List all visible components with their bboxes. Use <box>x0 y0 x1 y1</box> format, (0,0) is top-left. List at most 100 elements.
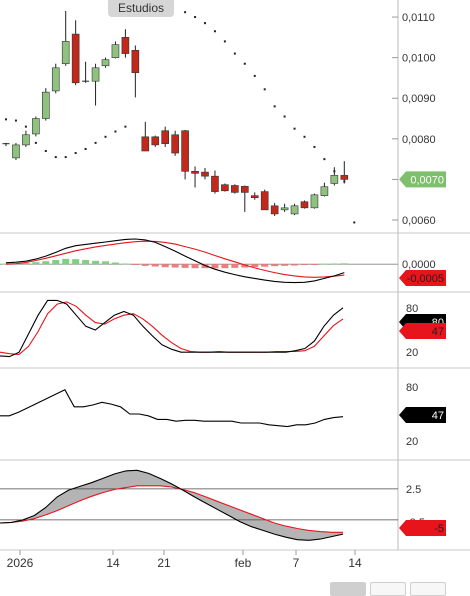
candle-body <box>250 195 259 198</box>
histogram-bar <box>191 264 199 269</box>
histogram-bar <box>62 258 70 265</box>
histogram-bar <box>102 261 109 265</box>
x-tick-label: 14 <box>106 556 120 570</box>
x-tick-label: feb <box>235 556 252 570</box>
candle-body <box>231 185 239 193</box>
histogram-bar <box>42 261 50 265</box>
area-badge: -5 <box>399 520 446 536</box>
histogram-bar <box>211 264 219 269</box>
candle-body <box>121 37 130 54</box>
candle-body <box>12 144 20 159</box>
candle-body <box>280 207 289 211</box>
candle-body <box>340 175 349 180</box>
sar-dot <box>84 147 87 150</box>
candle-body <box>320 186 329 196</box>
sar-dot <box>303 135 306 138</box>
x-tick-label: 14 <box>348 556 362 570</box>
sar-dot <box>194 16 197 19</box>
area-tick-label: 2.5 <box>406 484 421 496</box>
histogram-bar <box>241 264 249 268</box>
candle-body <box>91 67 100 82</box>
sar-dot <box>353 221 356 224</box>
zoom-button-3[interactable] <box>410 582 446 596</box>
stoch-d-badge-text: 47 <box>432 326 444 338</box>
histogram-bar <box>82 259 90 265</box>
sar-dot <box>34 141 37 144</box>
candle-body <box>260 191 269 211</box>
sar-dot <box>253 74 256 77</box>
macd-badge-text: -0,0005 <box>407 273 444 285</box>
sar-dot <box>223 40 226 43</box>
candle-body <box>32 118 40 135</box>
sar-dot <box>54 156 57 159</box>
stoch-k-line <box>0 299 344 358</box>
osc-tick-label: 20 <box>406 436 418 448</box>
histogram-bar <box>22 262 30 265</box>
histogram-bar <box>340 263 348 265</box>
studies-button[interactable]: Estudios <box>108 0 174 17</box>
histogram-bar <box>32 262 40 265</box>
x-tick-label: 7 <box>293 556 300 570</box>
price-tick-label: 0,0110 <box>402 12 435 24</box>
candle-body <box>51 67 60 92</box>
candle-body <box>241 186 249 193</box>
candle-body <box>171 134 179 154</box>
histogram-bar <box>291 264 299 266</box>
zoom-button-1[interactable] <box>330 582 366 596</box>
sar-dot <box>263 88 266 91</box>
sar-dot <box>114 130 117 133</box>
sar-dot <box>64 156 67 159</box>
sar-dot <box>104 135 107 138</box>
histogram-bar <box>231 264 239 268</box>
sar-dot <box>293 127 296 130</box>
sar-dot <box>5 118 7 121</box>
signal-line <box>5 240 345 278</box>
histogram-bar <box>181 264 189 268</box>
candle-body <box>211 175 219 192</box>
histogram-bar <box>301 264 308 266</box>
price-tick-label: 0,0080 <box>402 134 436 146</box>
area-badge-shape <box>399 520 446 536</box>
last-price-badge-shape <box>399 171 446 188</box>
candle-body <box>161 130 169 144</box>
histogram-bar <box>121 263 129 265</box>
histogram-bar <box>131 264 139 265</box>
macd-badge-shape <box>399 270 446 286</box>
candle-body <box>101 59 110 67</box>
area-main-line <box>0 469 344 541</box>
zoom-button-2[interactable] <box>370 582 406 596</box>
histogram-bar <box>221 264 229 269</box>
sar-dot <box>184 11 187 14</box>
stoch-tick-label: 20 <box>406 347 418 359</box>
histogram-bar <box>72 259 80 265</box>
osc-badge: 47 <box>399 407 446 423</box>
candle-body <box>201 171 209 177</box>
osc-tick-label: 80 <box>406 382 418 394</box>
candle-body <box>71 33 80 84</box>
x-tick-label: 2026 <box>7 556 34 570</box>
price-tick-label: 0,0100 <box>402 53 436 65</box>
histogram-bar <box>261 264 269 267</box>
sar-dot <box>243 62 246 65</box>
stoch-d-badge: 47 <box>399 323 446 339</box>
histogram-bar <box>171 264 179 268</box>
stoch-d-line <box>0 301 344 355</box>
sar-dot <box>323 158 326 161</box>
sar-dot <box>124 125 127 128</box>
area-badge-text: -5 <box>434 523 444 535</box>
sar-dot <box>74 152 77 155</box>
sar-dot <box>233 52 236 55</box>
sar-dot <box>283 115 286 118</box>
sar-dot <box>313 145 316 148</box>
candle-body <box>131 50 140 73</box>
histogram-bar <box>281 264 289 266</box>
histogram-bar <box>141 264 149 266</box>
candle-body <box>22 134 30 146</box>
histogram-bar <box>151 264 159 267</box>
macd-tick-label: 0,0000 <box>402 259 436 271</box>
area-signal-line <box>0 485 343 533</box>
histogram-bar <box>320 263 328 265</box>
price-tick-label: 0,0090 <box>402 93 436 105</box>
candle-body <box>221 184 229 192</box>
